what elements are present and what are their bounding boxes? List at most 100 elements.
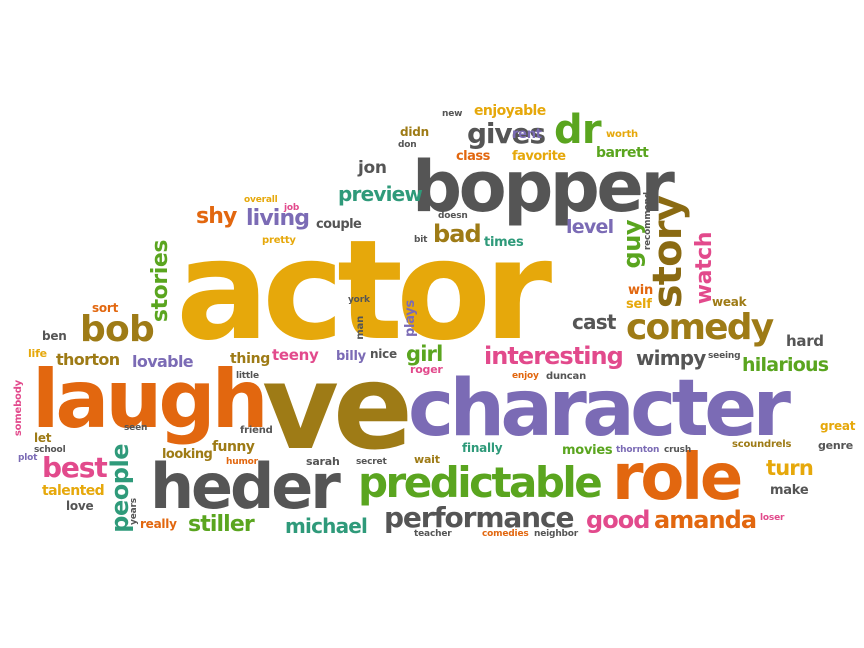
word-couple: couple — [316, 217, 362, 232]
word-enjoyable: enjoyable — [474, 103, 546, 119]
word-character: character — [408, 364, 791, 454]
word-class: class — [456, 149, 490, 164]
word-seen: seen — [124, 423, 148, 433]
word-talented: talented — [42, 483, 105, 499]
word-wait: wait — [414, 453, 440, 466]
word-dr: dr — [554, 107, 602, 153]
word-new: new — [442, 109, 463, 119]
word-bopper: bopper — [412, 146, 675, 228]
word-pretty: pretty — [262, 235, 296, 246]
word-win: win — [628, 283, 653, 298]
word-performance: performance — [384, 501, 574, 534]
word-plays: plays — [403, 300, 418, 338]
word-stiller: stiller — [188, 512, 255, 537]
word-times: times — [484, 235, 524, 250]
word-laugh: laugh — [32, 353, 269, 446]
word-bob: bob — [80, 309, 155, 350]
word-best: best — [42, 451, 108, 484]
word-weak: weak — [712, 295, 747, 309]
word-favorite: favorite — [512, 149, 566, 164]
word-years: years — [129, 498, 139, 525]
word-amanda: amanda — [654, 506, 757, 534]
word-girl: girl — [406, 342, 443, 366]
word-little: little — [236, 371, 259, 381]
word-living: living — [246, 206, 310, 231]
word-thornton: thornton — [616, 445, 660, 455]
word-shy: shy — [196, 204, 237, 229]
word-ben: ben — [42, 329, 67, 343]
word-really: really — [140, 517, 177, 531]
word-role: role — [612, 441, 743, 515]
word-crush: crush — [664, 445, 692, 455]
word-lovable: lovable — [132, 352, 194, 371]
word-barrett: barrett — [596, 145, 649, 161]
word-don: don — [398, 140, 417, 150]
word-guy: guy — [618, 220, 646, 269]
word-job: job — [284, 203, 300, 213]
word-movies: movies — [562, 443, 613, 458]
word-somebody: somebody — [13, 380, 24, 437]
word-didn: didn — [400, 125, 429, 139]
word-finally: finally — [462, 441, 503, 455]
word-man: man — [355, 316, 366, 340]
word-thorton: thorton — [56, 350, 120, 369]
word-watch: watch — [692, 232, 717, 305]
word-funny: funny — [212, 439, 255, 455]
word-plot: plot — [18, 453, 38, 463]
word-make: make — [770, 483, 809, 498]
word-level: level — [566, 216, 614, 238]
word-genre: genre — [818, 439, 853, 452]
word-interesting: interesting — [484, 342, 624, 370]
word-story: story — [645, 196, 691, 309]
word-teacher: teacher — [414, 529, 452, 539]
word-thing: thing — [230, 351, 271, 367]
word-sarah: sarah — [306, 455, 340, 468]
word-good: good — [586, 506, 650, 534]
word-school: school — [34, 445, 66, 455]
word-york: york — [348, 295, 370, 305]
word-rent: rent — [512, 127, 542, 142]
word-turn: turn — [766, 456, 814, 480]
word-actor: actor — [176, 210, 552, 371]
word-gives: gives — [467, 117, 546, 150]
word-secret: secret — [356, 457, 387, 467]
word-teeny: teeny — [272, 346, 319, 364]
word-loser: loser — [760, 513, 785, 523]
word-hard: hard — [786, 332, 824, 350]
word-life: life — [28, 347, 47, 360]
word-seeing: seeing — [708, 351, 741, 361]
word-love: love — [66, 499, 94, 513]
word-sort: sort — [92, 301, 119, 315]
word-jon: jon — [358, 158, 387, 178]
word-comedy: comedy — [626, 307, 774, 348]
word-preview: preview — [338, 182, 423, 206]
word-neighbor: neighbor — [534, 529, 579, 539]
word-let: let — [34, 431, 52, 445]
word-nice: nice — [370, 347, 397, 361]
word-humor: humor — [226, 457, 258, 467]
word-friend: friend — [240, 425, 273, 436]
word-wimpy: wimpy — [636, 346, 706, 370]
word-recommend: recommend — [643, 192, 653, 251]
word-great: great — [820, 419, 856, 433]
word-hilarious: hilarious — [742, 354, 829, 376]
word-billy: billy — [336, 349, 366, 364]
word-ve: ve — [262, 338, 413, 476]
word-looking: looking — [162, 447, 213, 462]
word-overall: overall — [244, 195, 278, 205]
word-bit: bit — [414, 235, 428, 245]
word-enjoy: enjoy — [512, 371, 539, 381]
word-roger: roger — [410, 363, 443, 376]
word-heder: heder — [150, 450, 341, 523]
word-worth: worth — [606, 129, 638, 140]
word-michael: michael — [285, 514, 368, 538]
word-comedies: comedies — [482, 529, 529, 539]
word-cast: cast — [572, 310, 616, 334]
word-stories: stories — [148, 240, 173, 323]
word-self: self — [626, 297, 652, 312]
word-bad: bad — [433, 220, 482, 248]
word-predictable: predictable — [358, 458, 603, 507]
word-doesn: doesn — [438, 211, 468, 221]
word-scoundrels: scoundrels — [732, 439, 792, 450]
